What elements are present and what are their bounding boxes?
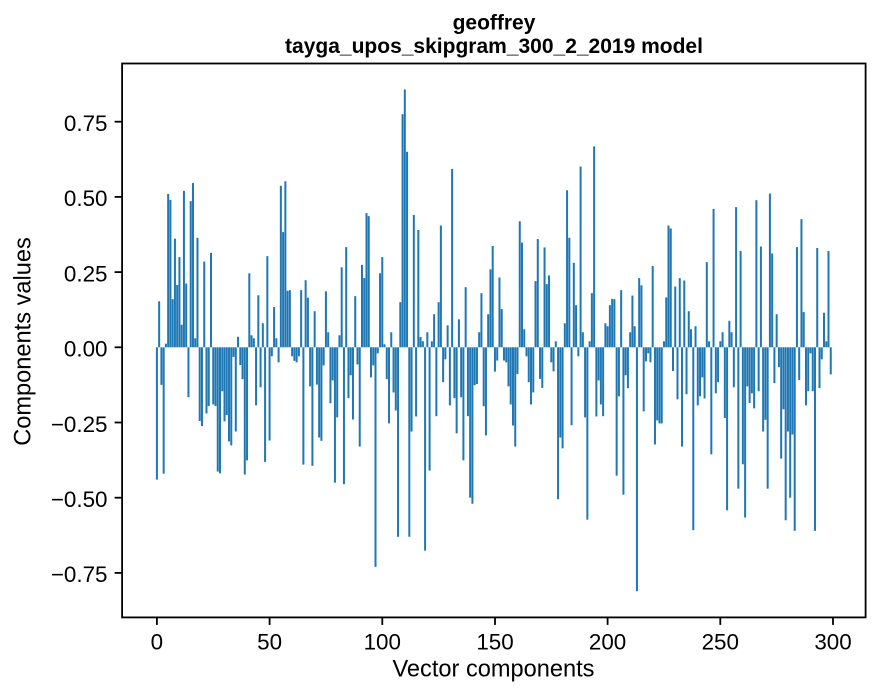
svg-text:0.25: 0.25	[64, 261, 108, 286]
svg-text:Components values: Components values	[11, 237, 37, 446]
svg-text:250: 250	[702, 629, 739, 654]
svg-text:0.50: 0.50	[64, 186, 108, 211]
svg-text:50: 50	[257, 629, 282, 654]
svg-text:tayga_upos_skipgram_300_2_2019: tayga_upos_skipgram_300_2_2019 model	[285, 35, 703, 58]
svg-text:geoffrey: geoffrey	[453, 12, 536, 35]
svg-text:100: 100	[364, 629, 401, 654]
svg-text:−0.75: −0.75	[51, 562, 108, 587]
svg-text:0.75: 0.75	[64, 111, 108, 136]
svg-text:200: 200	[589, 629, 626, 654]
svg-text:Vector components: Vector components	[393, 657, 595, 683]
svg-text:−0.25: −0.25	[51, 412, 108, 437]
svg-text:0: 0	[151, 629, 163, 654]
svg-text:150: 150	[476, 629, 513, 654]
svg-text:0.00: 0.00	[64, 337, 108, 362]
svg-text:−0.50: −0.50	[51, 487, 108, 512]
svg-text:300: 300	[814, 629, 851, 654]
